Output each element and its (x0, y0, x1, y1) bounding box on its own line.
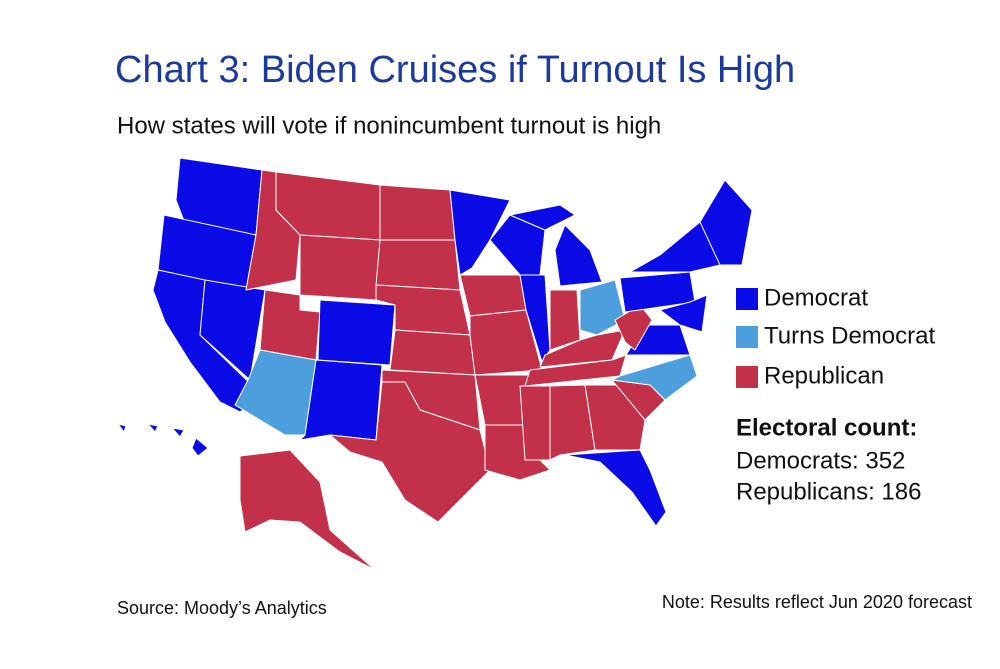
state (659, 294, 708, 333)
legend-label: Turns Democrat (764, 322, 935, 349)
state (699, 179, 753, 266)
legend-swatch (736, 288, 758, 310)
state (379, 184, 456, 241)
state (449, 189, 511, 276)
state (389, 329, 476, 376)
state (469, 309, 543, 376)
legend-label: Democrat (764, 284, 868, 311)
subtitle: How states will vote if nonincumbent tur… (117, 112, 661, 139)
state (549, 384, 596, 461)
state (509, 204, 576, 231)
state (191, 437, 209, 457)
title: Chart 3: Biden Cruises if Turnout Is Hig… (115, 49, 795, 91)
state (564, 449, 667, 527)
source: Source: Moody’s Analytics (117, 598, 327, 618)
electoral-title: Electoral count: (736, 414, 917, 441)
state (329, 381, 491, 523)
state (579, 279, 626, 336)
note: Note: Results reflect Jun 2020 forecast (662, 592, 972, 612)
electoral-line: Republicans: 186 (736, 478, 921, 505)
legend: Democrat Turns Democrat Republican (736, 284, 935, 389)
state (489, 214, 546, 276)
us-map (117, 157, 753, 571)
legend-swatch (736, 366, 758, 388)
electoral-line: Democrats: 352 (736, 447, 905, 474)
state (239, 449, 376, 571)
state (171, 427, 185, 438)
state (375, 239, 461, 291)
state (299, 234, 381, 301)
state (519, 385, 551, 461)
state (117, 423, 127, 433)
state (549, 289, 581, 351)
state (459, 274, 527, 317)
state (317, 299, 396, 366)
state (554, 224, 603, 287)
legend-swatch (736, 326, 758, 348)
legend-label: Republican (764, 362, 884, 389)
state (524, 354, 627, 387)
state (147, 423, 159, 433)
